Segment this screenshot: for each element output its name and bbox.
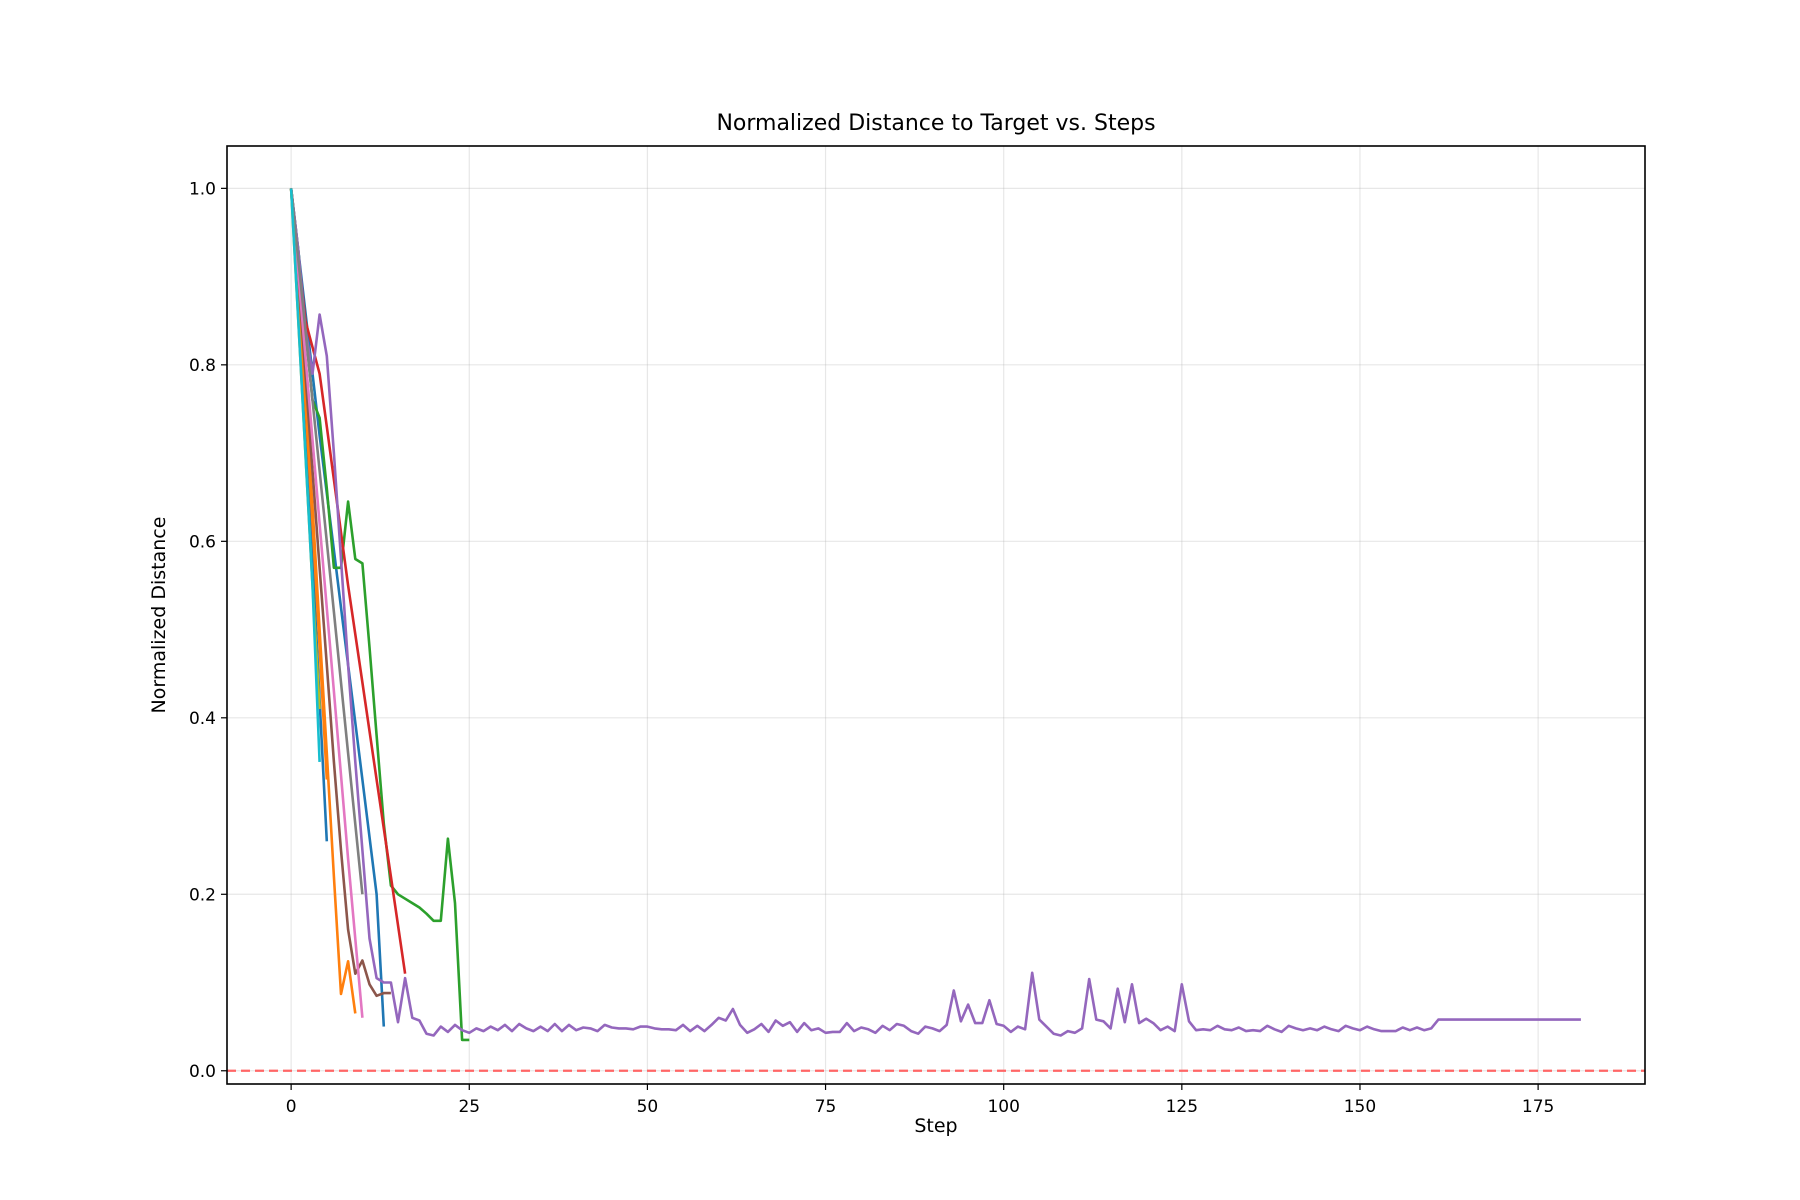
x-tick-label: 175 (1522, 1097, 1554, 1117)
series-line-10 (289, 188, 364, 895)
x-axis-label: Step (914, 1115, 957, 1137)
series-line-5 (289, 188, 470, 1042)
grid (227, 146, 1645, 1084)
x-tick-label: 50 (637, 1097, 659, 1117)
series-line-8 (289, 188, 391, 998)
series-group (289, 188, 1581, 1042)
y-tick-label: 0.2 (189, 885, 216, 905)
x-tick-label: 75 (815, 1097, 837, 1117)
y-axis-label: Normalized Distance (148, 517, 170, 714)
x-tick-label: 25 (458, 1097, 480, 1117)
y-tick-label: 0.4 (189, 709, 216, 729)
series-line-12 (289, 188, 321, 762)
ticks: 0 25 50 75 100 125 150 175 0.0 0.2 0.4 0.6 0.8 1.0 (189, 179, 1554, 1117)
y-tick-label: 0.8 (189, 356, 216, 376)
series-line-9 (289, 188, 364, 1018)
x-tick-label: 125 (1166, 1097, 1198, 1117)
x-tick-label: 150 (1344, 1097, 1376, 1117)
y-tick-label: 1.0 (189, 179, 216, 199)
x-tick-label: 100 (987, 1097, 1019, 1117)
plot-frame (226, 145, 1646, 1085)
chart-title: Normalized Distance to Target vs. Steps (716, 111, 1155, 136)
y-tick-label: 0.6 (189, 532, 216, 552)
series-line-6 (289, 188, 407, 974)
y-tick-label: 0.0 (189, 1062, 216, 1082)
x-tick-label: 0 (286, 1097, 297, 1117)
series-line-7 (289, 188, 1581, 1037)
